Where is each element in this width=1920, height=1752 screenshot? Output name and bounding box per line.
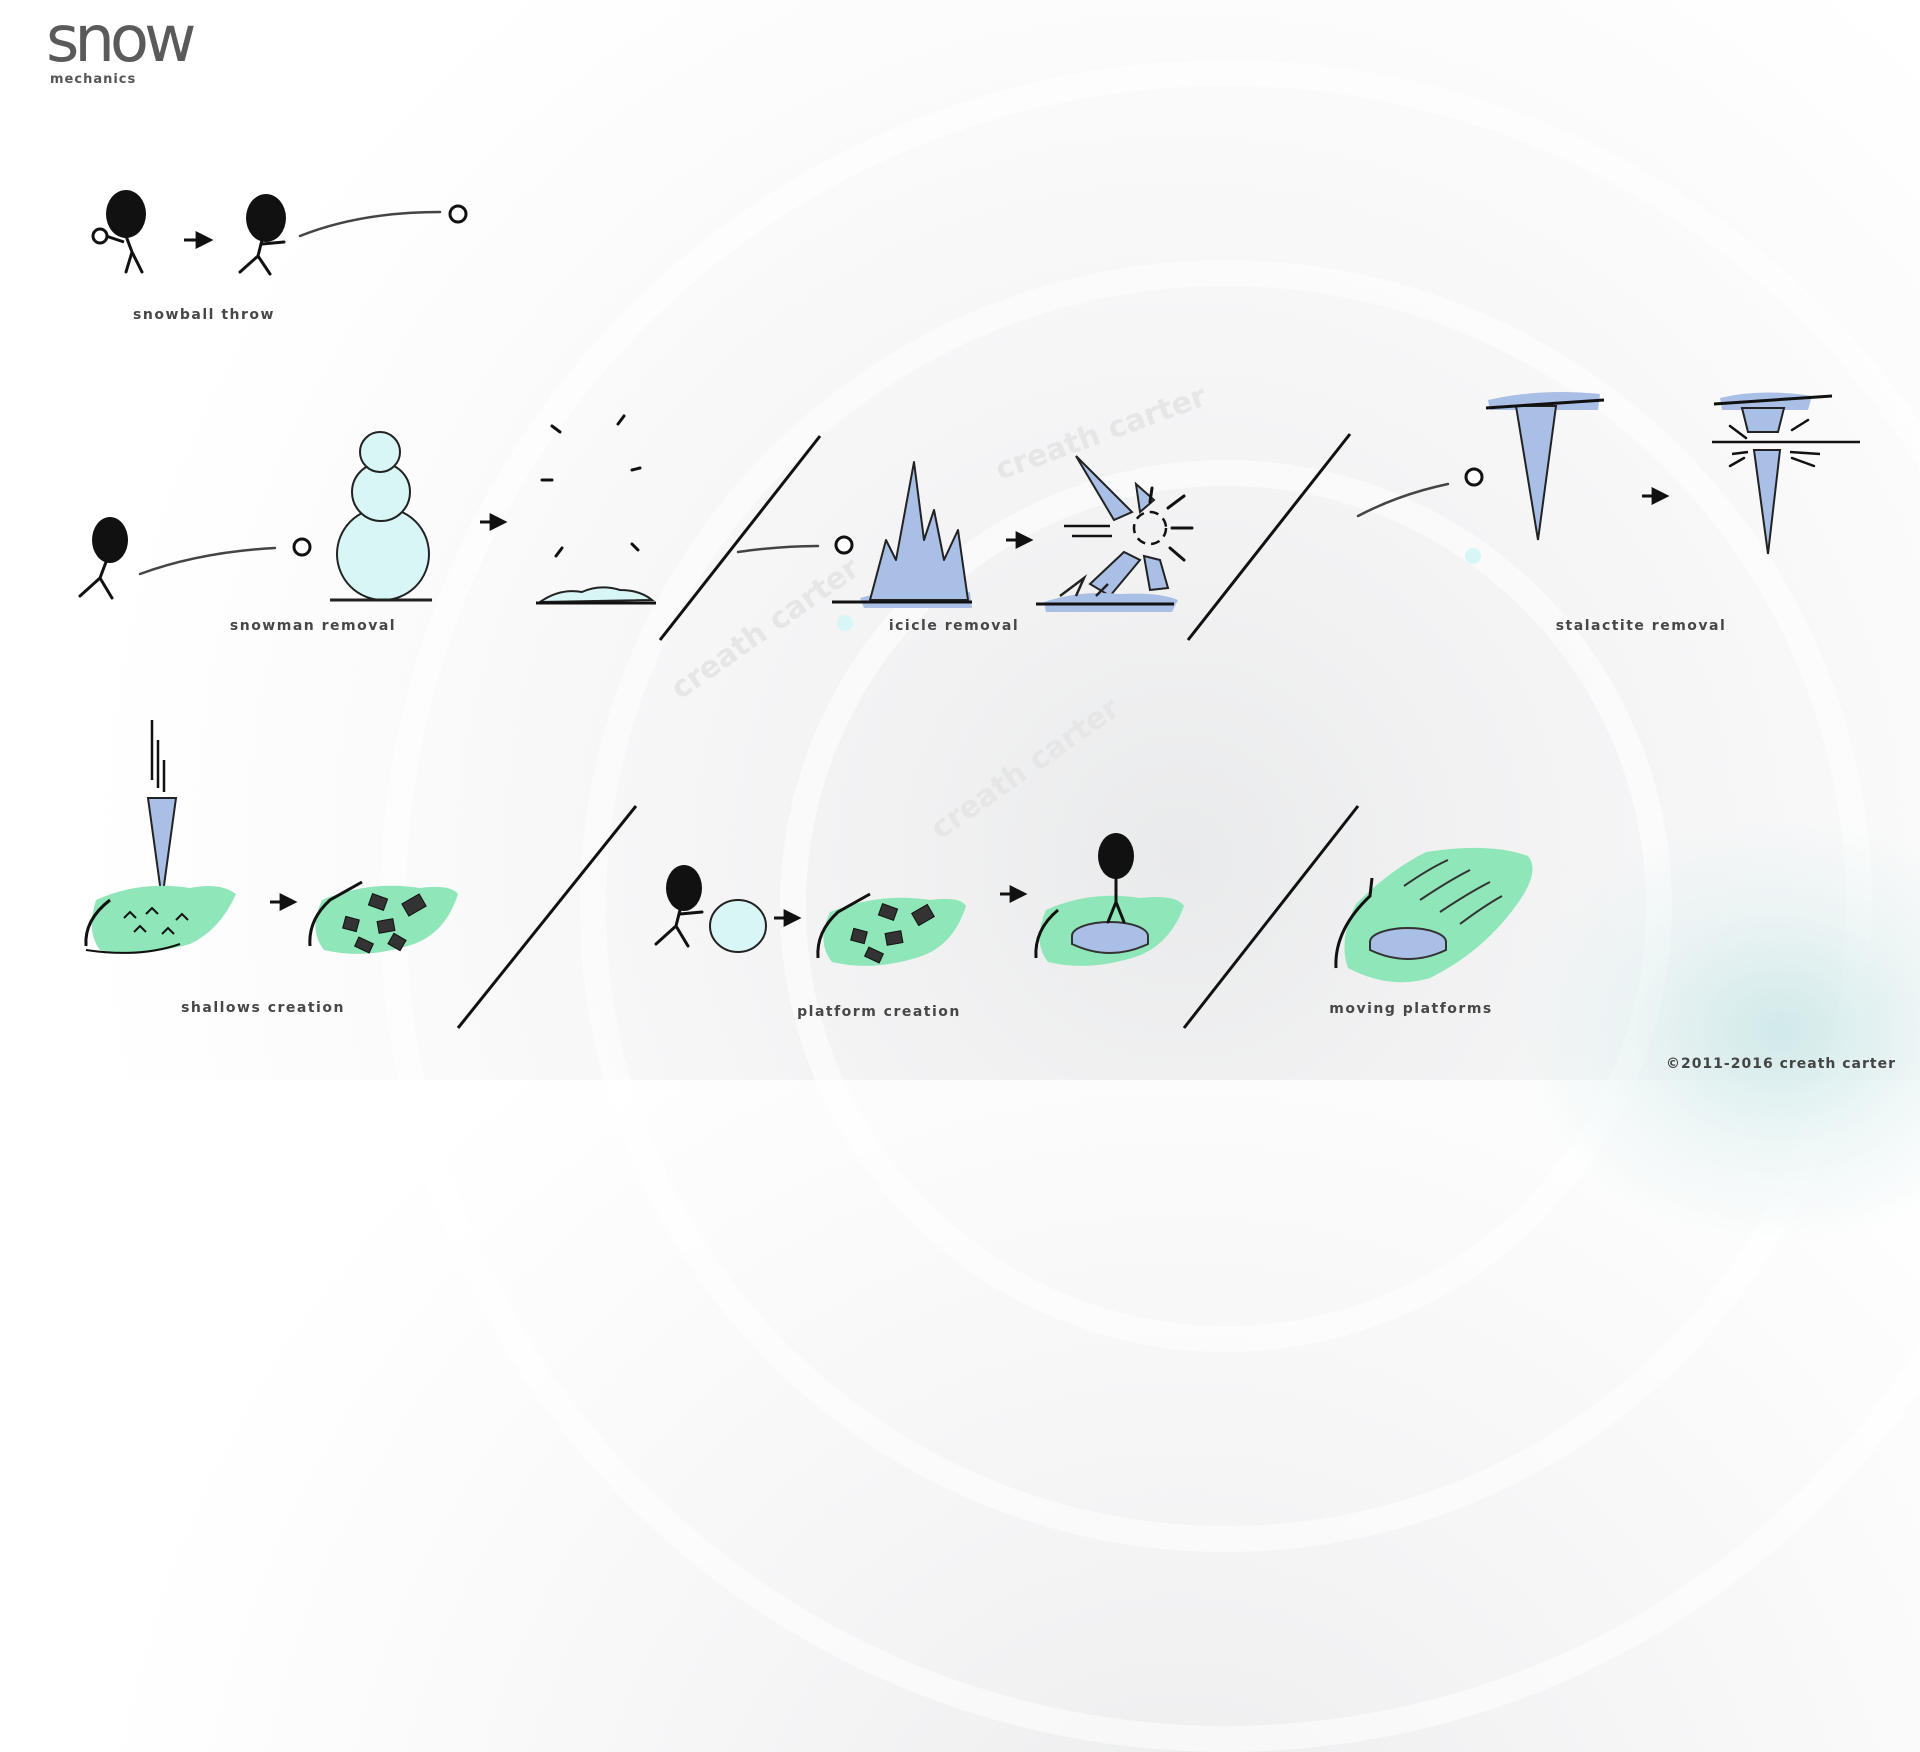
svg-text:creath carter: creath carter xyxy=(991,379,1211,488)
snowball xyxy=(448,204,468,224)
rolled-snowball xyxy=(709,899,767,953)
divider-slash xyxy=(658,435,822,641)
stalactite-removal-figure xyxy=(1356,392,1860,564)
caption-icicle-removal: icicle removal xyxy=(888,618,1020,634)
svg-text:creath carter: creath carter xyxy=(665,551,867,707)
caption-shallows-creation: shallows creation xyxy=(181,1000,345,1016)
character-on-platform xyxy=(1034,833,1184,966)
water-patch xyxy=(91,885,236,953)
moving-platforms-figure xyxy=(1334,847,1533,983)
watermark: creath carter creath carter creath carte… xyxy=(665,379,1212,847)
page-title: snow xyxy=(46,3,196,77)
page-subtitle: mechanics xyxy=(50,72,137,87)
snowball-trajectory xyxy=(298,210,442,238)
snowman xyxy=(330,431,432,602)
character-holding-snowball xyxy=(91,190,146,274)
snowball-throw-figure xyxy=(91,190,468,276)
divider-slash xyxy=(1182,805,1360,1029)
frozen-shallows xyxy=(816,892,966,966)
falling-stalactite xyxy=(146,720,178,901)
broken-stalactite xyxy=(1712,392,1860,555)
frozen-shallows xyxy=(308,880,458,954)
svg-text:creath carter: creath carter xyxy=(925,691,1127,847)
shattered-icicle xyxy=(1036,455,1194,612)
icicle-cluster xyxy=(832,461,972,608)
shallows-creation-figure xyxy=(84,720,458,954)
platform-creation-figure xyxy=(654,833,1184,966)
snow-pile xyxy=(536,586,655,604)
character-throwing xyxy=(238,194,286,276)
snowman-removal-figure xyxy=(78,414,656,605)
caption-moving-platforms: moving platforms xyxy=(1329,1001,1493,1017)
snow-burst xyxy=(540,414,642,558)
copyright-text: ©2011-2016 creath carter xyxy=(1665,1056,1896,1072)
caption-snowball-throw: snowball throw xyxy=(133,307,275,323)
divider-slash xyxy=(456,805,638,1029)
stalactite xyxy=(1485,392,1605,541)
icicle-removal-figure xyxy=(736,455,1194,631)
caption-platform-creation: platform creation xyxy=(797,1004,961,1020)
caption-snowman-removal: snowman removal xyxy=(229,618,397,634)
mechanics-illustration: creath carter creath carter creath carte… xyxy=(78,190,1860,1029)
caption-stalactite-removal: stalactite removal xyxy=(1555,618,1727,634)
divider-slash xyxy=(1186,433,1352,641)
